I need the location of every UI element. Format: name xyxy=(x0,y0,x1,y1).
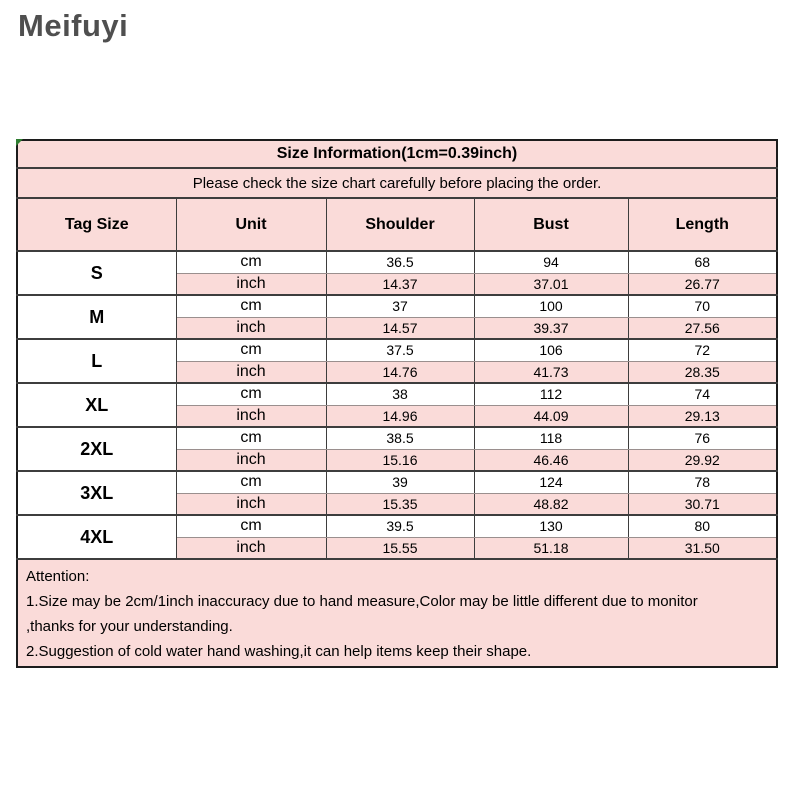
shoulder-value: 15.35 xyxy=(325,492,475,516)
bust-value: 37.01 xyxy=(473,272,629,296)
tag-size-cell: M xyxy=(16,294,177,340)
table-row-m-cm: M cm 37 100 70 xyxy=(16,294,778,340)
size-information-table: Size Information(1cm=0.39inch) Please ch… xyxy=(16,139,779,668)
column-header-tag-size: Tag Size xyxy=(16,197,177,252)
unit-cell: inch xyxy=(175,448,327,472)
bust-value: 48.82 xyxy=(473,492,629,516)
note-line-2: 2.Suggestion of cold water hand washing,… xyxy=(26,643,532,660)
unit-cell: inch xyxy=(175,404,327,428)
unit-cell: cm xyxy=(175,250,327,274)
bust-value: 46.46 xyxy=(473,448,629,472)
unit-cell: inch xyxy=(175,360,327,384)
table-row-l-inch: inch 14.76 41.73 28.35 xyxy=(17,360,778,384)
length-value: 26.77 xyxy=(627,272,778,296)
shoulder-value: 14.37 xyxy=(325,272,475,296)
table-row-4xl-cm: 4XL cm 39.5 130 80 xyxy=(16,514,778,560)
unit-cell: cm xyxy=(175,338,327,362)
table-row-xl-inch: inch 14.96 44.09 29.13 xyxy=(17,404,778,428)
tag-size-cell: 4XL xyxy=(16,514,177,560)
brand-logo-text: Meifuyi xyxy=(18,8,129,43)
bust-value: 39.37 xyxy=(473,316,629,340)
shoulder-value: 39.5 xyxy=(325,514,475,538)
note-line-attention: Attention: xyxy=(26,568,90,585)
unit-cell: inch xyxy=(175,536,327,560)
attention-notes: Attention: 1.Size may be 2cm/1inch inacc… xyxy=(16,558,778,668)
table-subtitle: Please check the size chart carefully be… xyxy=(16,167,778,199)
length-value: 29.92 xyxy=(627,448,778,472)
tag-size-cell: 3XL xyxy=(16,470,177,516)
shoulder-value: 39 xyxy=(325,470,475,494)
length-value: 31.50 xyxy=(627,536,778,560)
length-value: 28.35 xyxy=(627,360,778,384)
unit-cell: inch xyxy=(175,272,327,296)
tag-size-cell: L xyxy=(16,338,177,384)
length-value: 30.71 xyxy=(627,492,778,516)
tag-size-cell: 2XL xyxy=(16,426,177,472)
bust-value: 51.18 xyxy=(473,536,629,560)
shoulder-value: 37 xyxy=(325,294,475,318)
tag-size-cell: S xyxy=(16,250,177,296)
bust-value: 41.73 xyxy=(473,360,629,384)
table-row-m-inch: inch 14.57 39.37 27.56 xyxy=(17,316,778,340)
unit-cell: cm xyxy=(175,514,327,538)
table-row-3xl-cm: 3XL cm 39 124 78 xyxy=(16,470,778,516)
table-row-s-inch: inch 14.37 37.01 26.77 xyxy=(17,272,778,296)
table-title: Size Information(1cm=0.39inch) xyxy=(16,139,778,169)
shoulder-value: 14.96 xyxy=(325,404,475,428)
length-value: 78 xyxy=(627,470,778,494)
spreadsheet-corner-flag-icon xyxy=(16,139,23,146)
length-value: 72 xyxy=(627,338,778,362)
bust-value: 100 xyxy=(473,294,629,318)
shoulder-value: 37.5 xyxy=(325,338,475,362)
length-value: 27.56 xyxy=(627,316,778,340)
length-value: 74 xyxy=(627,382,778,406)
table-row-4xl-inch: inch 15.55 51.18 31.50 xyxy=(17,536,778,560)
column-header-row: Tag Size Unit Shoulder Bust Length xyxy=(16,197,778,252)
unit-cell: cm xyxy=(175,426,327,450)
shoulder-value: 15.16 xyxy=(325,448,475,472)
table-title-row: Size Information(1cm=0.39inch) xyxy=(16,139,778,169)
shoulder-value: 14.76 xyxy=(325,360,475,384)
attention-notes-row: Attention: 1.Size may be 2cm/1inch inacc… xyxy=(16,558,778,668)
bust-value: 118 xyxy=(473,426,629,450)
unit-cell: cm xyxy=(175,382,327,406)
bust-value: 106 xyxy=(473,338,629,362)
table-row-3xl-inch: inch 15.35 48.82 30.71 xyxy=(17,492,778,516)
length-value: 70 xyxy=(627,294,778,318)
note-line-1: 1.Size may be 2cm/1inch inaccuracy due t… xyxy=(26,593,698,610)
length-value: 80 xyxy=(627,514,778,538)
column-header-shoulder: Shoulder xyxy=(325,197,475,252)
note-line-1-cont: ,thanks for your understanding. xyxy=(26,618,233,635)
column-header-bust: Bust xyxy=(473,197,629,252)
shoulder-value: 15.55 xyxy=(325,536,475,560)
tag-size-cell: XL xyxy=(16,382,177,428)
unit-cell: cm xyxy=(175,294,327,318)
length-value: 68 xyxy=(627,250,778,274)
shoulder-value: 38 xyxy=(325,382,475,406)
shoulder-value: 38.5 xyxy=(325,426,475,450)
table-row-l-cm: L cm 37.5 106 72 xyxy=(16,338,778,384)
table-row-2xl-cm: 2XL cm 38.5 118 76 xyxy=(16,426,778,472)
table-row-xl-cm: XL cm 38 112 74 xyxy=(16,382,778,428)
length-value: 76 xyxy=(627,426,778,450)
table-subtitle-row: Please check the size chart carefully be… xyxy=(16,167,778,199)
bust-value: 112 xyxy=(473,382,629,406)
bust-value: 94 xyxy=(473,250,629,274)
bust-value: 44.09 xyxy=(473,404,629,428)
length-value: 29.13 xyxy=(627,404,778,428)
table-row-2xl-inch: inch 15.16 46.46 29.92 xyxy=(17,448,778,472)
shoulder-value: 14.57 xyxy=(325,316,475,340)
table-row-s-cm: S cm 36.5 94 68 xyxy=(16,250,778,296)
unit-cell: inch xyxy=(175,316,327,340)
shoulder-value: 36.5 xyxy=(325,250,475,274)
unit-cell: cm xyxy=(175,470,327,494)
bust-value: 124 xyxy=(473,470,629,494)
column-header-length: Length xyxy=(627,197,778,252)
column-header-unit: Unit xyxy=(175,197,327,252)
unit-cell: inch xyxy=(175,492,327,516)
bust-value: 130 xyxy=(473,514,629,538)
